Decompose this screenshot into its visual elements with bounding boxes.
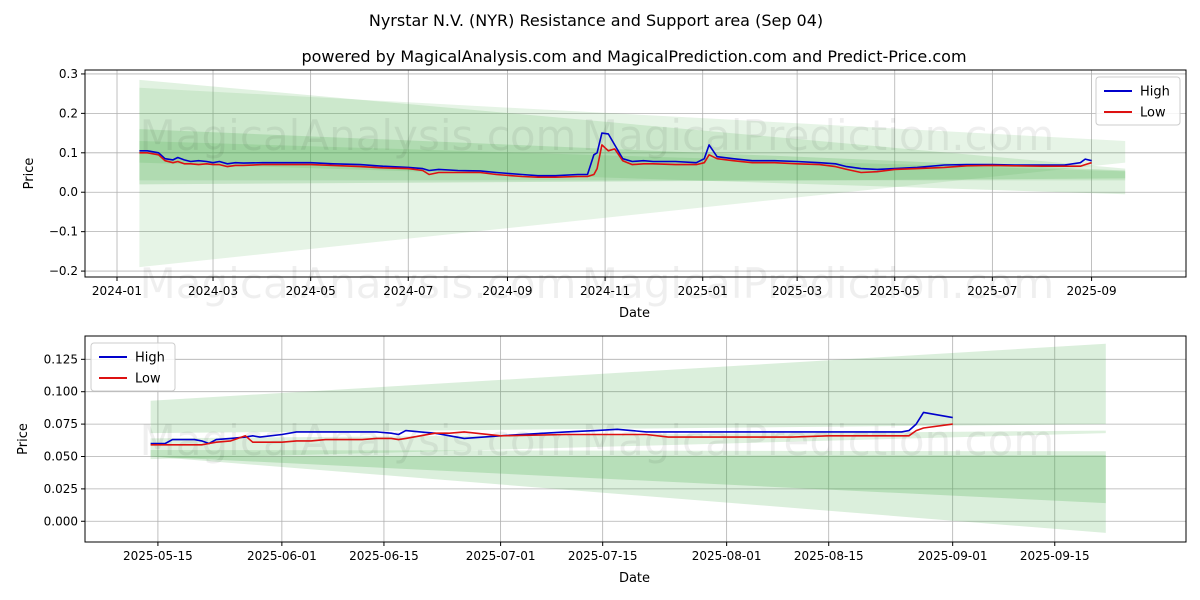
watermark-text: MagicalAnalysis.com [140,111,577,160]
y-tick-label: 0.125 [44,352,78,366]
legend-label-low: Low [135,372,161,387]
y-tick-label: 0.3 [59,67,78,81]
x-tick-label: 2025-05 [870,284,920,298]
series-line-high [150,411,953,445]
x-tick-label: 2025-08-15 [794,549,864,563]
x-tick-label: 2025-05-15 [123,549,193,563]
x-tick-label: 2024-11 [580,284,630,298]
x-tick-label: 2025-06-15 [349,549,419,563]
y-tick-label: −0.2 [49,264,78,278]
watermark-text: MagicalAnalysis.com [140,259,577,308]
chart-subtitle: powered by MagicalAnalysis.com and Magic… [301,47,966,66]
x-tick-label: 2024-09 [482,284,532,298]
x-tick-label: 2025-09-01 [918,549,988,563]
y-tick-label: −0.1 [49,225,78,239]
x-tick-label: 2025-06-01 [247,549,317,563]
series-line-low [139,144,1092,178]
support-resistance-band [139,129,1126,185]
y-axis-label: Price [16,423,31,455]
legend-label-low: Low [1140,106,1166,121]
y-tick-label: 0.2 [59,106,78,120]
x-tick-label: 2024-05 [286,284,336,298]
x-tick-label: 2024-03 [188,284,238,298]
x-tick-label: 2025-07-15 [568,549,638,563]
x-tick-label: 2025-07 [967,284,1017,298]
x-axis-label: Date [619,306,650,321]
support-resistance-band [150,450,1106,533]
watermark-text: MagicalPrediction.com [582,111,1055,160]
support-resistance-band [150,455,1106,504]
legend-label-high: High [1140,85,1170,100]
chart-title: Nyrstar N.V. (NYR) Resistance and Suppor… [369,11,823,30]
support-resistance-band [139,87,1126,268]
series-line-low [150,423,953,446]
watermark-text: MagicalPrediction.com [582,416,1055,465]
x-tick-label: 2024-07 [383,284,433,298]
y-tick-label: 0.000 [44,514,78,528]
y-tick-label: 0.1 [59,146,78,160]
series-line-high [139,132,1092,177]
top-chart-panel: MagicalAnalysis.com MagicalPrediction.com… [22,67,1187,321]
y-tick-label: 0.025 [44,482,78,496]
x-tick-label: 2024-01 [92,284,142,298]
bottom-chart-panel: MagicalAnalysis.com MagicalPrediction.com… [16,335,1187,586]
support-resistance-band [139,79,1126,181]
legend-label-high: High [135,351,165,366]
x-tick-label: 2025-09 [1067,284,1117,298]
x-tick-label: 2025-03 [772,284,822,298]
x-axis-label: Date [619,571,650,586]
y-axis-label: Price [22,158,37,190]
watermark-text: MagicalAnalysis.com [140,416,577,465]
y-tick-label: 0.100 [44,385,78,399]
y-tick-label: 0.075 [44,417,78,431]
x-tick-label: 2025-01 [678,284,728,298]
x-tick-label: 2025-09-15 [1020,549,1090,563]
watermark-text: MagicalPrediction.com [582,259,1055,308]
plot-frame [84,335,1187,543]
support-resistance-band [150,343,1106,434]
x-tick-label: 2025-07-01 [466,549,536,563]
y-tick-label: 0.050 [44,449,78,463]
support-resistance-band [139,140,1126,195]
y-tick-label: 0.0 [59,185,78,199]
plot-frame [84,69,1187,278]
x-tick-label: 2025-08-01 [692,549,762,563]
